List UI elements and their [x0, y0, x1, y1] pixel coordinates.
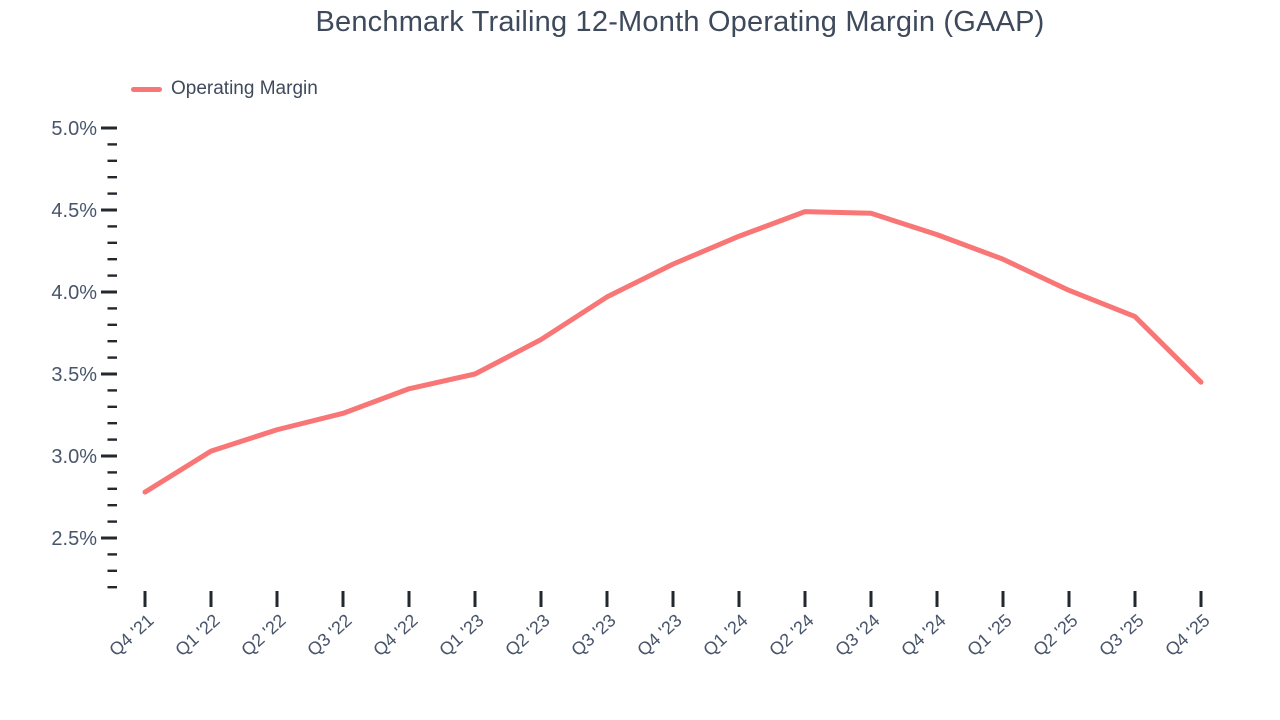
x-axis-tick-label: Q1 '25	[963, 610, 1015, 660]
x-axis-tick-label: Q4 '22	[369, 610, 421, 660]
x-axis-tick-label: Q2 '24	[765, 610, 817, 660]
x-axis-tick-label: Q4 '21	[105, 610, 157, 660]
x-axis-tick-label: Q2 '25	[1029, 610, 1081, 660]
x-axis-tick-label: Q4 '25	[1161, 610, 1213, 660]
x-axis-tick-label: Q3 '23	[567, 610, 619, 660]
x-axis-tick-label: Q2 '22	[237, 610, 289, 660]
x-axis-tick-label: Q4 '23	[633, 610, 685, 660]
x-axis-tick-label: Q1 '24	[699, 610, 751, 660]
operating-margin-line	[142, 209, 1204, 495]
x-axis-tick-label: Q3 '24	[831, 610, 883, 660]
y-axis-tick-label: 5.0%	[51, 118, 97, 140]
y-axis-tick-label: 3.5%	[51, 364, 97, 386]
legend-swatch	[131, 86, 162, 92]
x-axis-tick-label: Q2 '23	[501, 610, 553, 660]
legend: Operating Margin	[131, 78, 318, 100]
chart-title: Benchmark Trailing 12-Month Operating Ma…	[315, 6, 1045, 38]
x-axis-tick-label: Q3 '25	[1095, 610, 1147, 660]
legend-label: Operating Margin	[171, 78, 318, 99]
y-axis-tick-label: 2.5%	[51, 528, 97, 550]
x-axis-tick-label: Q1 '22	[171, 610, 223, 660]
x-axis-tick-label: Q3 '22	[303, 610, 355, 660]
x-axis-tick-label: Q4 '24	[897, 610, 949, 660]
legend-item-operating-margin[interactable]: Operating Margin	[131, 78, 318, 100]
y-axis-tick-label: 3.0%	[51, 446, 97, 468]
x-axis-tick-label: Q1 '23	[435, 610, 487, 660]
y-axis-tick-label: 4.5%	[51, 200, 97, 222]
y-axis-tick-label: 4.0%	[51, 282, 97, 304]
